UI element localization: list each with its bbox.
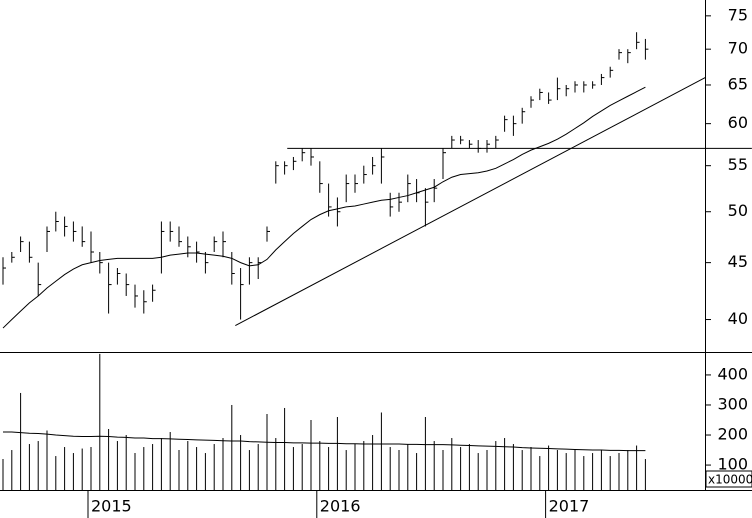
x-tick-label: 2015 — [91, 497, 132, 516]
volume-tick-label: 100 — [717, 455, 748, 474]
y-tick-label: 70 — [728, 39, 748, 58]
unit-box — [705, 470, 752, 488]
y-tick-label: 60 — [728, 113, 748, 132]
y-tick-label: 75 — [728, 5, 748, 24]
x-tick-label: 2016 — [320, 497, 361, 516]
trend-line — [235, 77, 706, 327]
volume-tick-label: 400 — [717, 364, 748, 383]
y-tick-label: 45 — [728, 252, 748, 271]
volume-average — [3, 431, 646, 452]
volume-tick-label: 200 — [717, 425, 748, 444]
y-tick-label: 40 — [728, 309, 748, 328]
y-tick-label: 55 — [728, 155, 748, 174]
y-tick-label: 50 — [728, 201, 748, 220]
x-tick-label: 2017 — [549, 497, 590, 516]
y-tick-label: 65 — [728, 74, 748, 93]
volume-unit: x10000 — [708, 473, 752, 487]
moving-average — [2, 86, 646, 329]
volume-tick-label: 300 — [717, 394, 748, 413]
